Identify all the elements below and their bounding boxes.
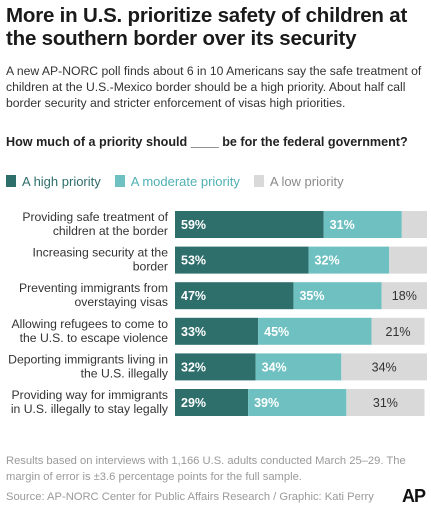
- bar-value-label: 53%: [181, 254, 206, 268]
- bar-value-label: 35%: [299, 289, 324, 303]
- legend-swatch-high: [6, 175, 16, 187]
- legend-label-moderate: A moderate priority: [130, 173, 240, 189]
- bar-value-label: 21%: [386, 325, 411, 339]
- bar-value-label: 29%: [181, 396, 206, 410]
- bar-segment-high: [175, 211, 324, 238]
- bar-segment-moderate: [308, 246, 390, 274]
- bar-segment-high: [175, 389, 249, 416]
- bar-value-label: 59%: [181, 218, 206, 232]
- category-label: Deporting immigrants living in the U.S. i…: [8, 352, 169, 380]
- category-label: Providing way for immigrants in U.S. ille…: [11, 388, 169, 416]
- bar-value-label: 39%: [254, 396, 279, 410]
- legend-item-low: A low priority: [253, 173, 344, 189]
- bar-segment-moderate: [248, 389, 347, 416]
- bar-segment-low: [346, 389, 425, 416]
- legend-item-moderate: A moderate priority: [114, 173, 240, 189]
- chart-legend: A high priority A moderate priority A lo…: [6, 172, 426, 190]
- legend-swatch-low: [253, 175, 264, 187]
- bar-segment-moderate: [293, 282, 382, 310]
- bar-segment-low: [341, 353, 427, 381]
- bar-value-label: 33%: [181, 325, 206, 339]
- category-label: Providing safe treatment of children at t…: [22, 210, 168, 238]
- bar-value-label: 34%: [372, 360, 397, 374]
- bar-value-label: 34%: [262, 360, 287, 374]
- methodology-note: Results based on interviews with 1,166 U…: [6, 455, 406, 483]
- bar-segment-low: [381, 282, 427, 310]
- legend-label-high: A high priority: [22, 173, 101, 189]
- chart-title: More in U.S. prioritize safety of childr…: [6, 4, 408, 50]
- legend-swatch-moderate: [114, 175, 125, 187]
- bar-value-label: 45%: [264, 325, 289, 339]
- legend-item-high: A high priority: [6, 174, 101, 189]
- chart-subtitle: A new AP-NORC poll finds about 6 in 10 A…: [6, 64, 422, 110]
- source-credit: Source: AP-NORC Center for Public Affair…: [6, 491, 374, 503]
- bar-segment-high: [175, 353, 256, 381]
- ap-logo: AP: [402, 486, 426, 506]
- bar-value-label: 31%: [373, 396, 398, 410]
- legend-label-low: A low priority: [269, 173, 344, 189]
- bar-value-label: 31%: [330, 218, 355, 232]
- bar-value-label: 32%: [181, 360, 206, 374]
- bar-segment-low: [389, 246, 427, 274]
- category-label: Allowing refugees to come to the U.S. to …: [12, 317, 169, 345]
- bar-value-label: 18%: [392, 289, 417, 303]
- bar-value-label: 47%: [181, 289, 206, 303]
- bar-segment-high: [175, 246, 309, 274]
- bar-segment-moderate: [258, 317, 372, 345]
- category-label: Increasing security at the border: [33, 246, 169, 274]
- bar-segment-low: [401, 211, 427, 238]
- bar-value-label: 32%: [315, 254, 340, 268]
- bar-segment-moderate: [255, 353, 342, 381]
- bar-segment-moderate: [323, 211, 402, 238]
- category-label: Preventing immigrants from overstaying vi…: [19, 281, 168, 309]
- bar-segment-high: [175, 317, 259, 345]
- bar-segment-high: [175, 282, 294, 310]
- survey-question: How much of a priority should ____ be fo…: [6, 135, 408, 149]
- bar-segment-low: [371, 317, 425, 345]
